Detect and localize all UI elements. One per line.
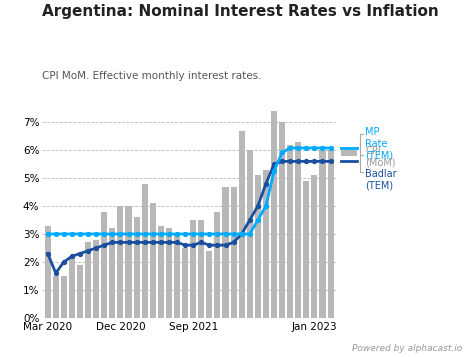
Bar [198,220,204,318]
Bar [206,251,212,318]
Bar [319,150,325,318]
Bar [182,248,188,318]
FancyBboxPatch shape [341,150,357,156]
Bar [190,220,196,318]
Bar [77,265,83,318]
Bar [45,226,51,318]
Bar [327,150,333,318]
Bar [287,145,293,318]
Bar [295,142,301,318]
Text: CPI MoM. Effective monthly interest rates.: CPI MoM. Effective monthly interest rate… [42,71,262,81]
Bar [247,150,253,318]
Bar [117,206,123,318]
Bar [255,175,261,318]
Bar [174,234,180,318]
Bar [134,217,140,318]
Bar [311,175,318,318]
Bar [126,206,132,318]
Bar [166,228,172,318]
Bar [53,276,59,318]
Bar [101,212,107,318]
Bar [271,111,277,318]
Text: Powered by alphacast.io: Powered by alphacast.io [352,345,462,353]
Bar [239,131,245,318]
Bar [231,186,237,318]
Bar [150,203,156,318]
Bar [85,242,91,318]
Text: Argentina: Nominal Interest Rates vs Inflation: Argentina: Nominal Interest Rates vs Inf… [42,4,439,19]
Bar [61,276,67,318]
Bar [214,212,220,318]
Bar [109,228,115,318]
Bar [158,226,164,318]
Text: MP
Rate
(TEM): MP Rate (TEM) [365,127,393,161]
Bar [93,240,99,318]
Bar [303,181,309,318]
Bar [142,184,148,318]
Text: CPI
(MoM): CPI (MoM) [365,146,396,168]
Bar [263,170,269,318]
Bar [222,186,228,318]
Bar [69,256,75,318]
Bar [279,122,285,318]
Text: Badlar
(TEM): Badlar (TEM) [365,169,397,191]
